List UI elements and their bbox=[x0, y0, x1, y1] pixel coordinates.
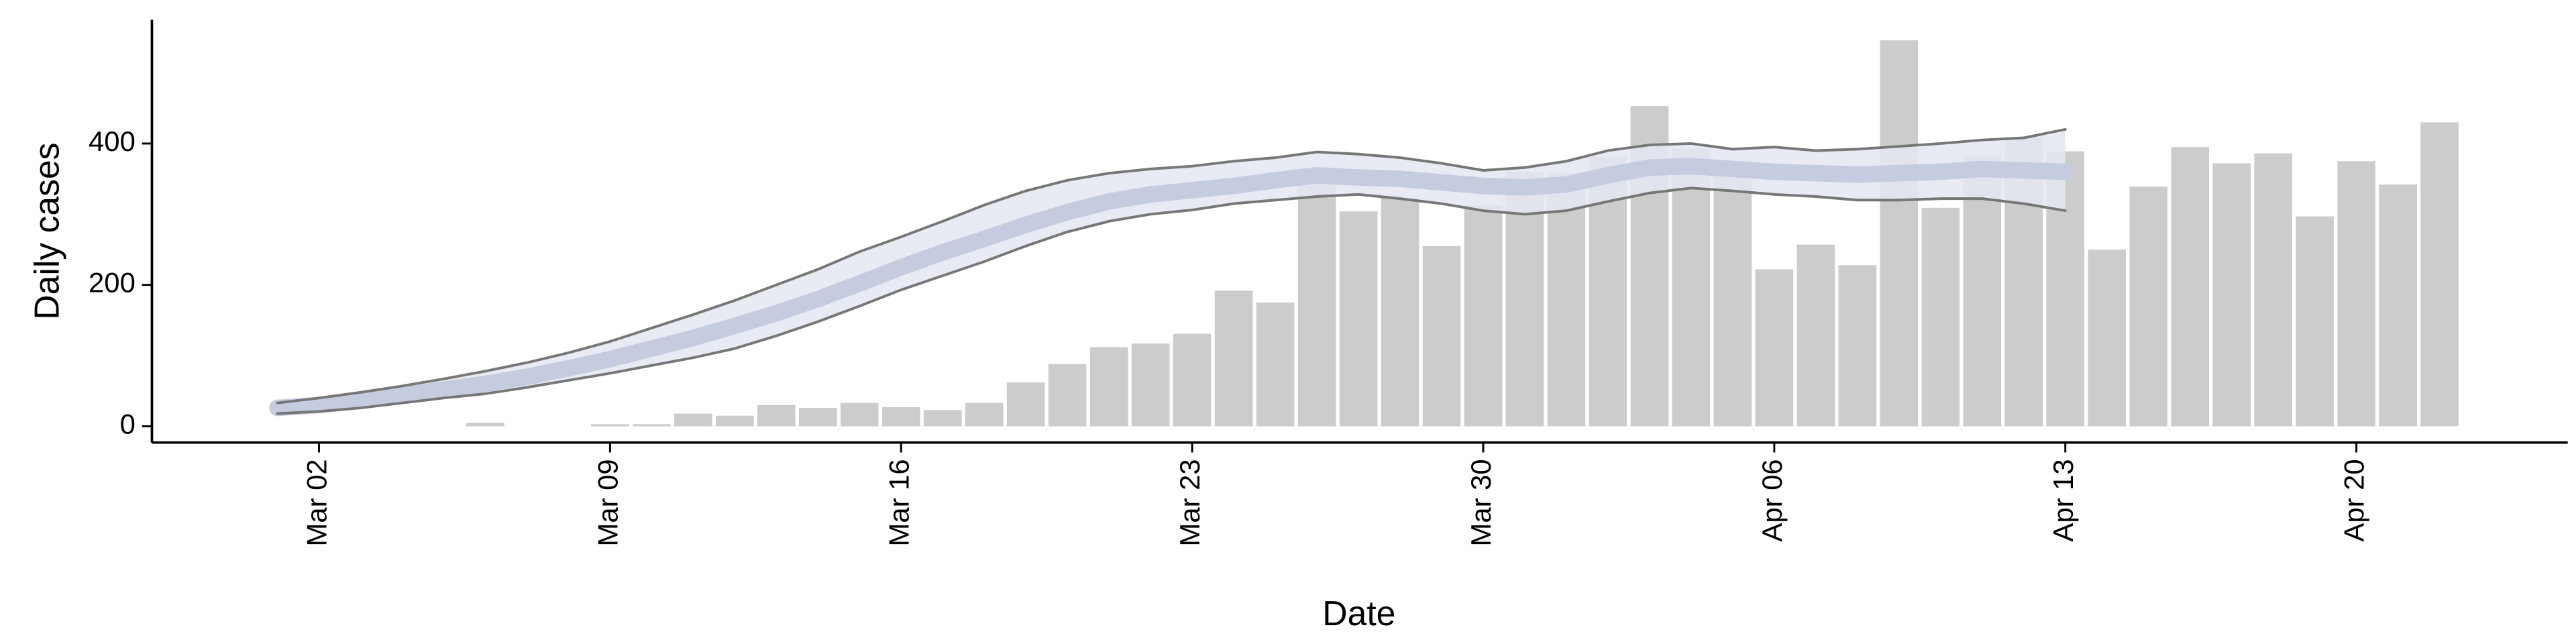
bar bbox=[591, 424, 629, 427]
x-tick-label: Apr 06 bbox=[1756, 459, 1788, 541]
bar bbox=[674, 413, 712, 427]
x-tick-label: Apr 13 bbox=[2047, 459, 2079, 541]
bar bbox=[2171, 147, 2209, 427]
bar bbox=[2212, 163, 2251, 427]
bar bbox=[2379, 184, 2417, 427]
bar bbox=[466, 423, 504, 427]
x-tick-label: Mar 09 bbox=[592, 459, 623, 546]
bar bbox=[1214, 290, 1253, 427]
bar bbox=[1256, 303, 1295, 427]
bar bbox=[840, 402, 879, 427]
x-tick-label: Mar 23 bbox=[1174, 459, 1205, 546]
band-area bbox=[277, 129, 2065, 414]
y-tick-label: 0 bbox=[120, 409, 136, 440]
bar bbox=[1547, 173, 1586, 427]
x-tick-label: Mar 02 bbox=[301, 459, 333, 546]
bar bbox=[757, 405, 796, 427]
bar bbox=[965, 402, 1004, 427]
bar bbox=[2254, 153, 2292, 427]
y-axis-title: Daily cases bbox=[28, 142, 66, 319]
bar bbox=[1755, 269, 1794, 427]
bar bbox=[798, 408, 837, 427]
bar bbox=[1422, 246, 1461, 427]
bar bbox=[1880, 40, 1919, 427]
bar bbox=[1339, 211, 1378, 427]
x-tick-label: Mar 16 bbox=[883, 459, 914, 546]
bar bbox=[1173, 333, 1212, 427]
y-tick-label: 400 bbox=[89, 125, 136, 157]
bar bbox=[1131, 343, 1170, 427]
bar bbox=[1297, 179, 1336, 427]
median-band bbox=[269, 158, 2074, 417]
bar bbox=[923, 410, 962, 427]
bar bbox=[2420, 122, 2459, 427]
bar bbox=[633, 424, 671, 427]
bar bbox=[1796, 244, 1835, 427]
bar bbox=[716, 415, 754, 427]
bar bbox=[2296, 216, 2334, 427]
bar bbox=[1713, 160, 1752, 427]
bar bbox=[1089, 347, 1128, 427]
x-axis-title: Date bbox=[1322, 594, 1395, 633]
bar bbox=[1464, 205, 1503, 427]
bar bbox=[1672, 148, 1711, 427]
bar bbox=[2129, 186, 2168, 427]
plot-area: 0 200 400 Mar 02 Mar 09 Mar 16 Mar 23 Mar 30 Apr… bbox=[89, 19, 2568, 546]
bar bbox=[1838, 265, 1877, 427]
upper-line bbox=[276, 127, 2067, 405]
bar bbox=[1006, 382, 1045, 427]
bar bbox=[1921, 207, 1960, 427]
bar bbox=[2337, 161, 2375, 427]
bar bbox=[2088, 250, 2127, 427]
x-tick-label: Mar 30 bbox=[1465, 459, 1497, 546]
bar bbox=[1381, 198, 1419, 427]
lower-line bbox=[276, 186, 2067, 415]
y-tick-label: 200 bbox=[89, 267, 136, 299]
x-tick-label: Apr 20 bbox=[2339, 459, 2370, 541]
bar bbox=[881, 407, 920, 427]
bar bbox=[1048, 364, 1087, 427]
